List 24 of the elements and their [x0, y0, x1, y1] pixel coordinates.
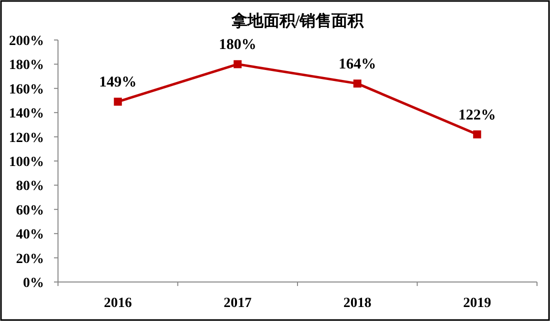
chart-title: 拿地面积/销售面积 — [230, 12, 365, 30]
y-tick-label: 100% — [9, 155, 44, 170]
y-tick-label: 0% — [23, 276, 44, 291]
y-tick-label: 120% — [9, 130, 44, 146]
x-tick-label: 2017 — [224, 296, 252, 311]
y-tick-label: 80% — [16, 179, 44, 194]
point — [114, 98, 122, 106]
data-label: 122% — [458, 107, 496, 124]
y-tick-label: 140% — [9, 106, 44, 122]
x-tick-label: 2018 — [343, 296, 372, 311]
x-tick-label: 2019 — [463, 296, 492, 311]
data-label: 180% — [218, 37, 256, 54]
y-tick-label: 40% — [16, 228, 44, 243]
data-label: 149% — [99, 74, 137, 91]
y-tick-label: 160% — [9, 82, 44, 98]
y-tick-label: 200% — [9, 34, 44, 49]
point — [234, 60, 242, 68]
point — [473, 130, 482, 138]
x-tick-label: 2016 — [104, 296, 132, 311]
point — [353, 80, 362, 88]
data-label: 164% — [338, 56, 376, 73]
y-tick-label: 20% — [16, 252, 44, 267]
y-tick-label: 60% — [16, 203, 44, 218]
y-tick-label: 180% — [9, 58, 44, 74]
